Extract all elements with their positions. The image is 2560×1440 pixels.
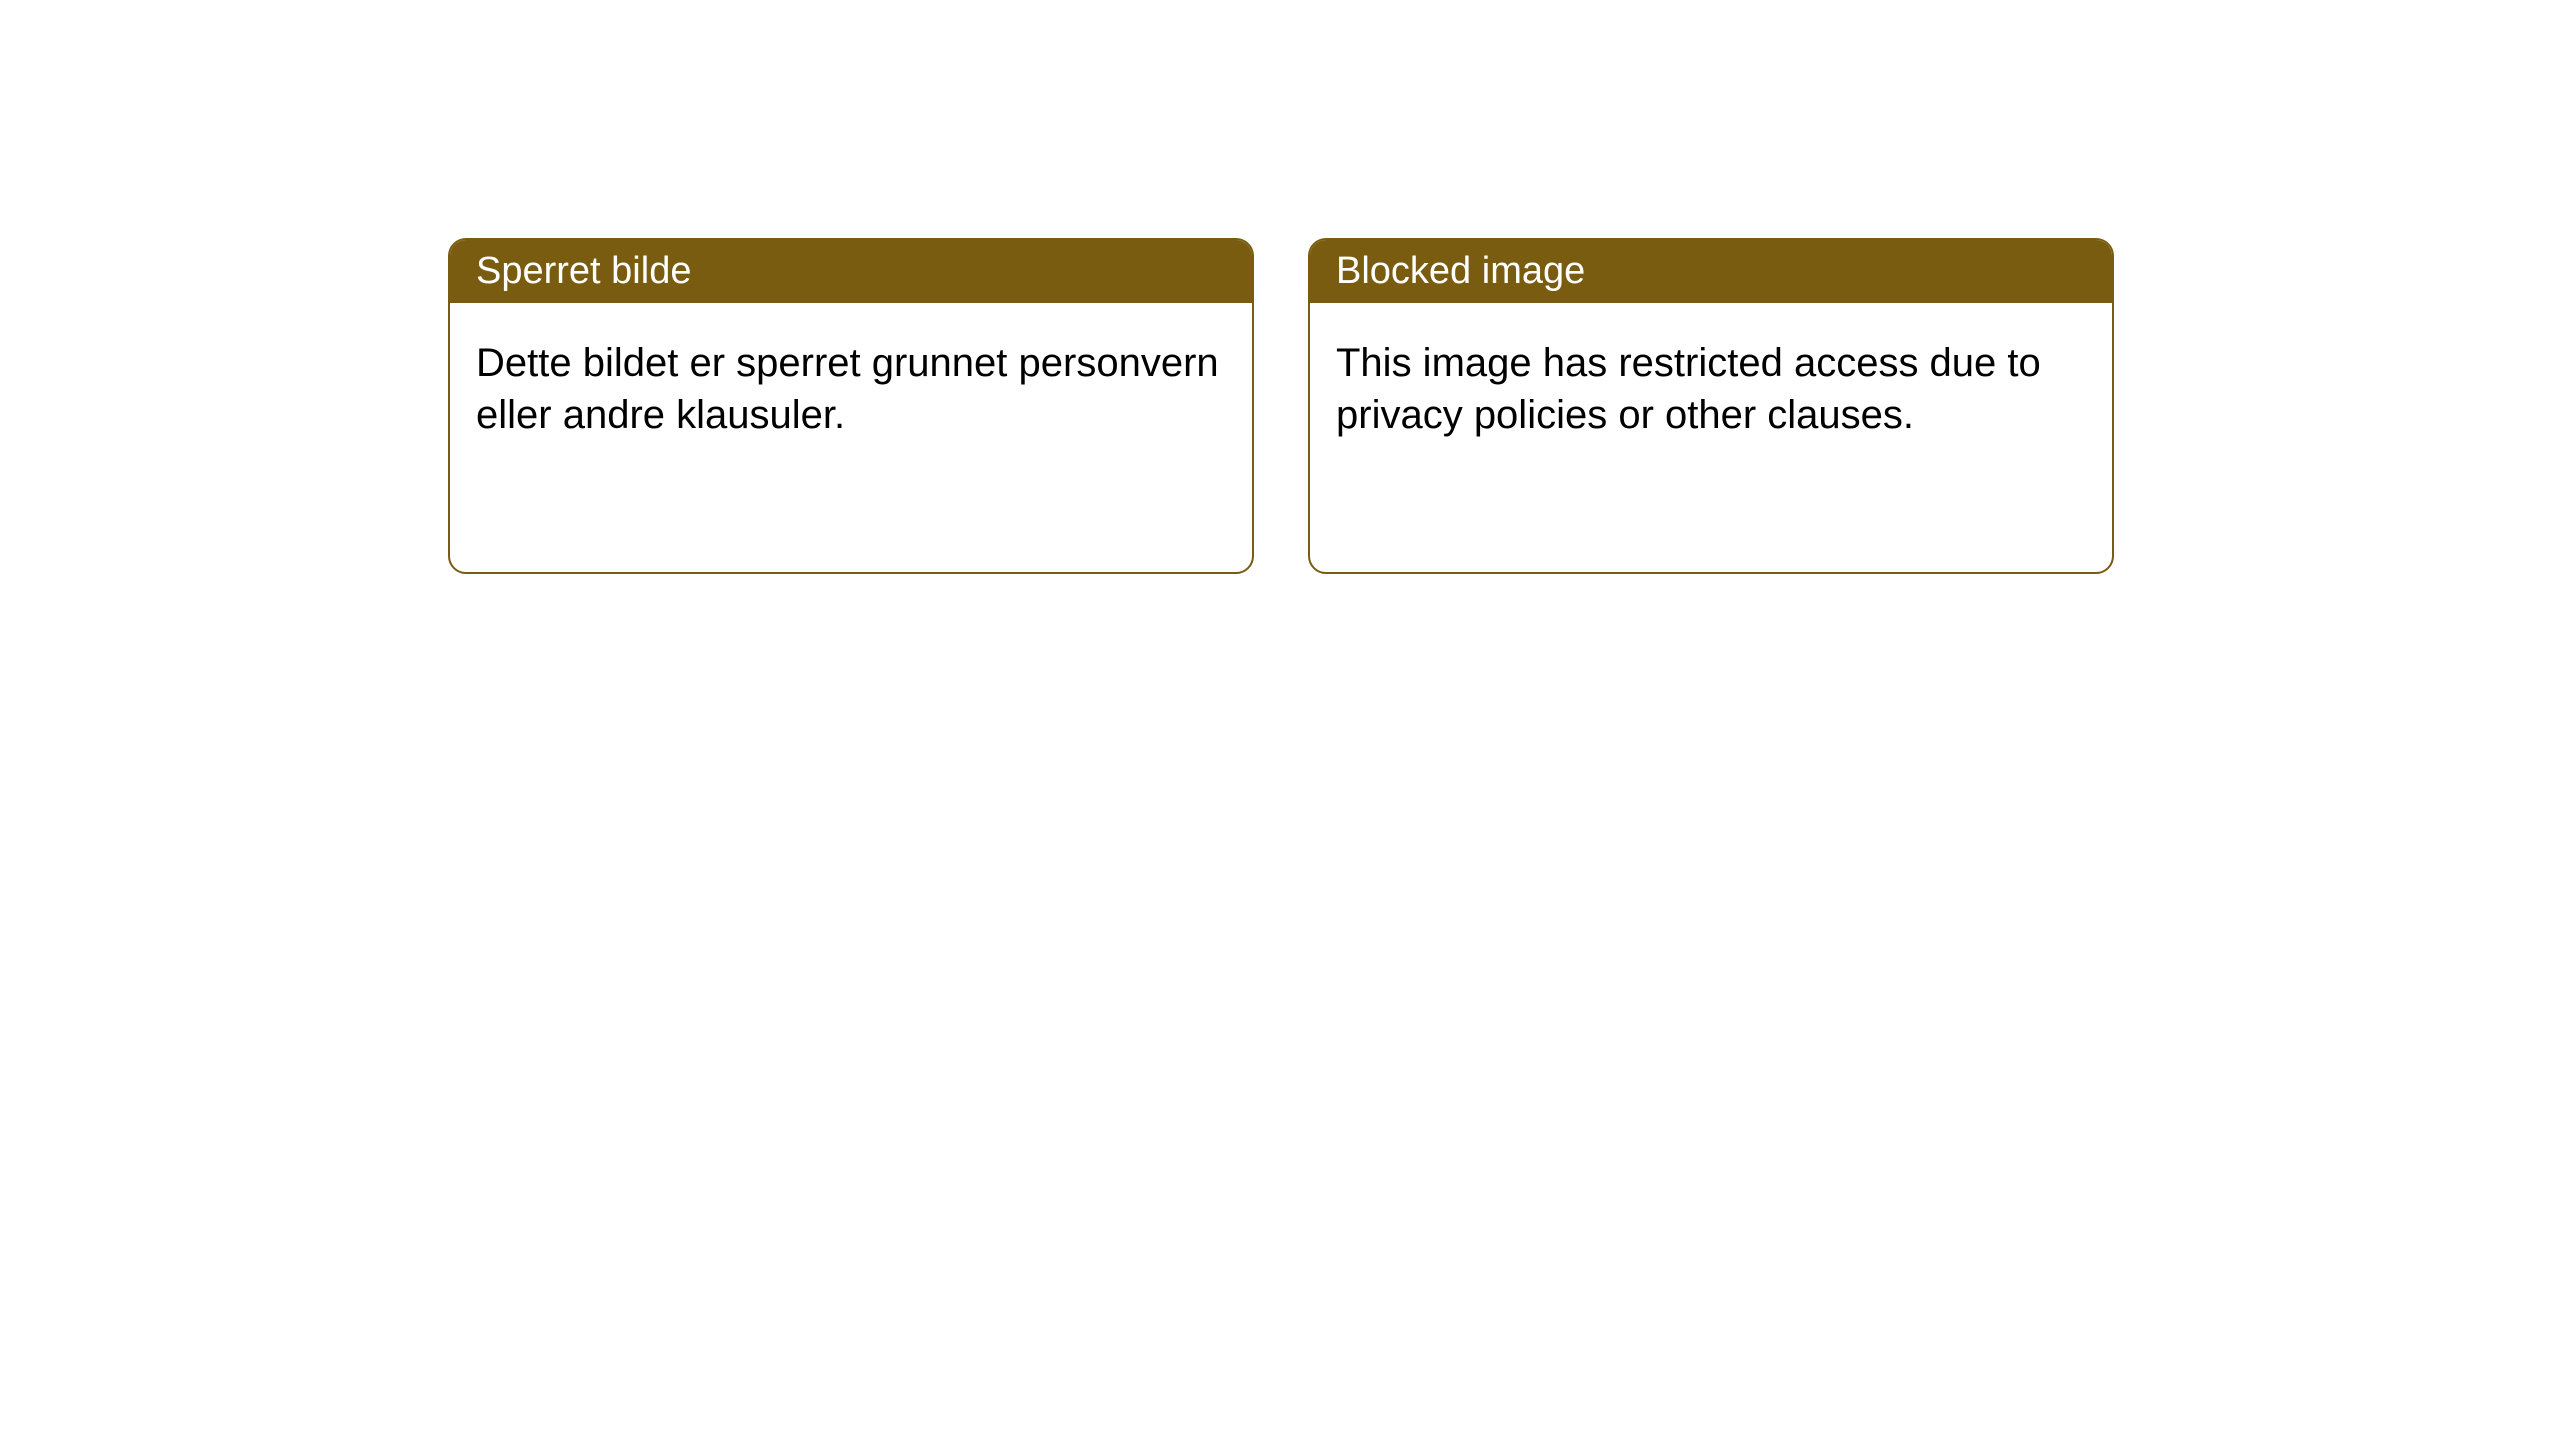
blocked-image-card-en: Blocked image This image has restricted …: [1308, 238, 2114, 574]
card-title-en: Blocked image: [1336, 250, 1585, 292]
card-body-no: Dette bildet er sperret grunnet personve…: [450, 303, 1252, 475]
card-header-en: Blocked image: [1310, 240, 2112, 303]
card-title-no: Sperret bilde: [476, 250, 691, 292]
card-body-en: This image has restricted access due to …: [1310, 303, 2112, 475]
card-body-text-no: Dette bildet er sperret grunnet personve…: [476, 341, 1219, 437]
card-body-text-en: This image has restricted access due to …: [1336, 341, 2041, 437]
card-header-no: Sperret bilde: [450, 240, 1252, 303]
cards-container: Sperret bilde Dette bildet er sperret gr…: [0, 0, 2560, 574]
blocked-image-card-no: Sperret bilde Dette bildet er sperret gr…: [448, 238, 1254, 574]
